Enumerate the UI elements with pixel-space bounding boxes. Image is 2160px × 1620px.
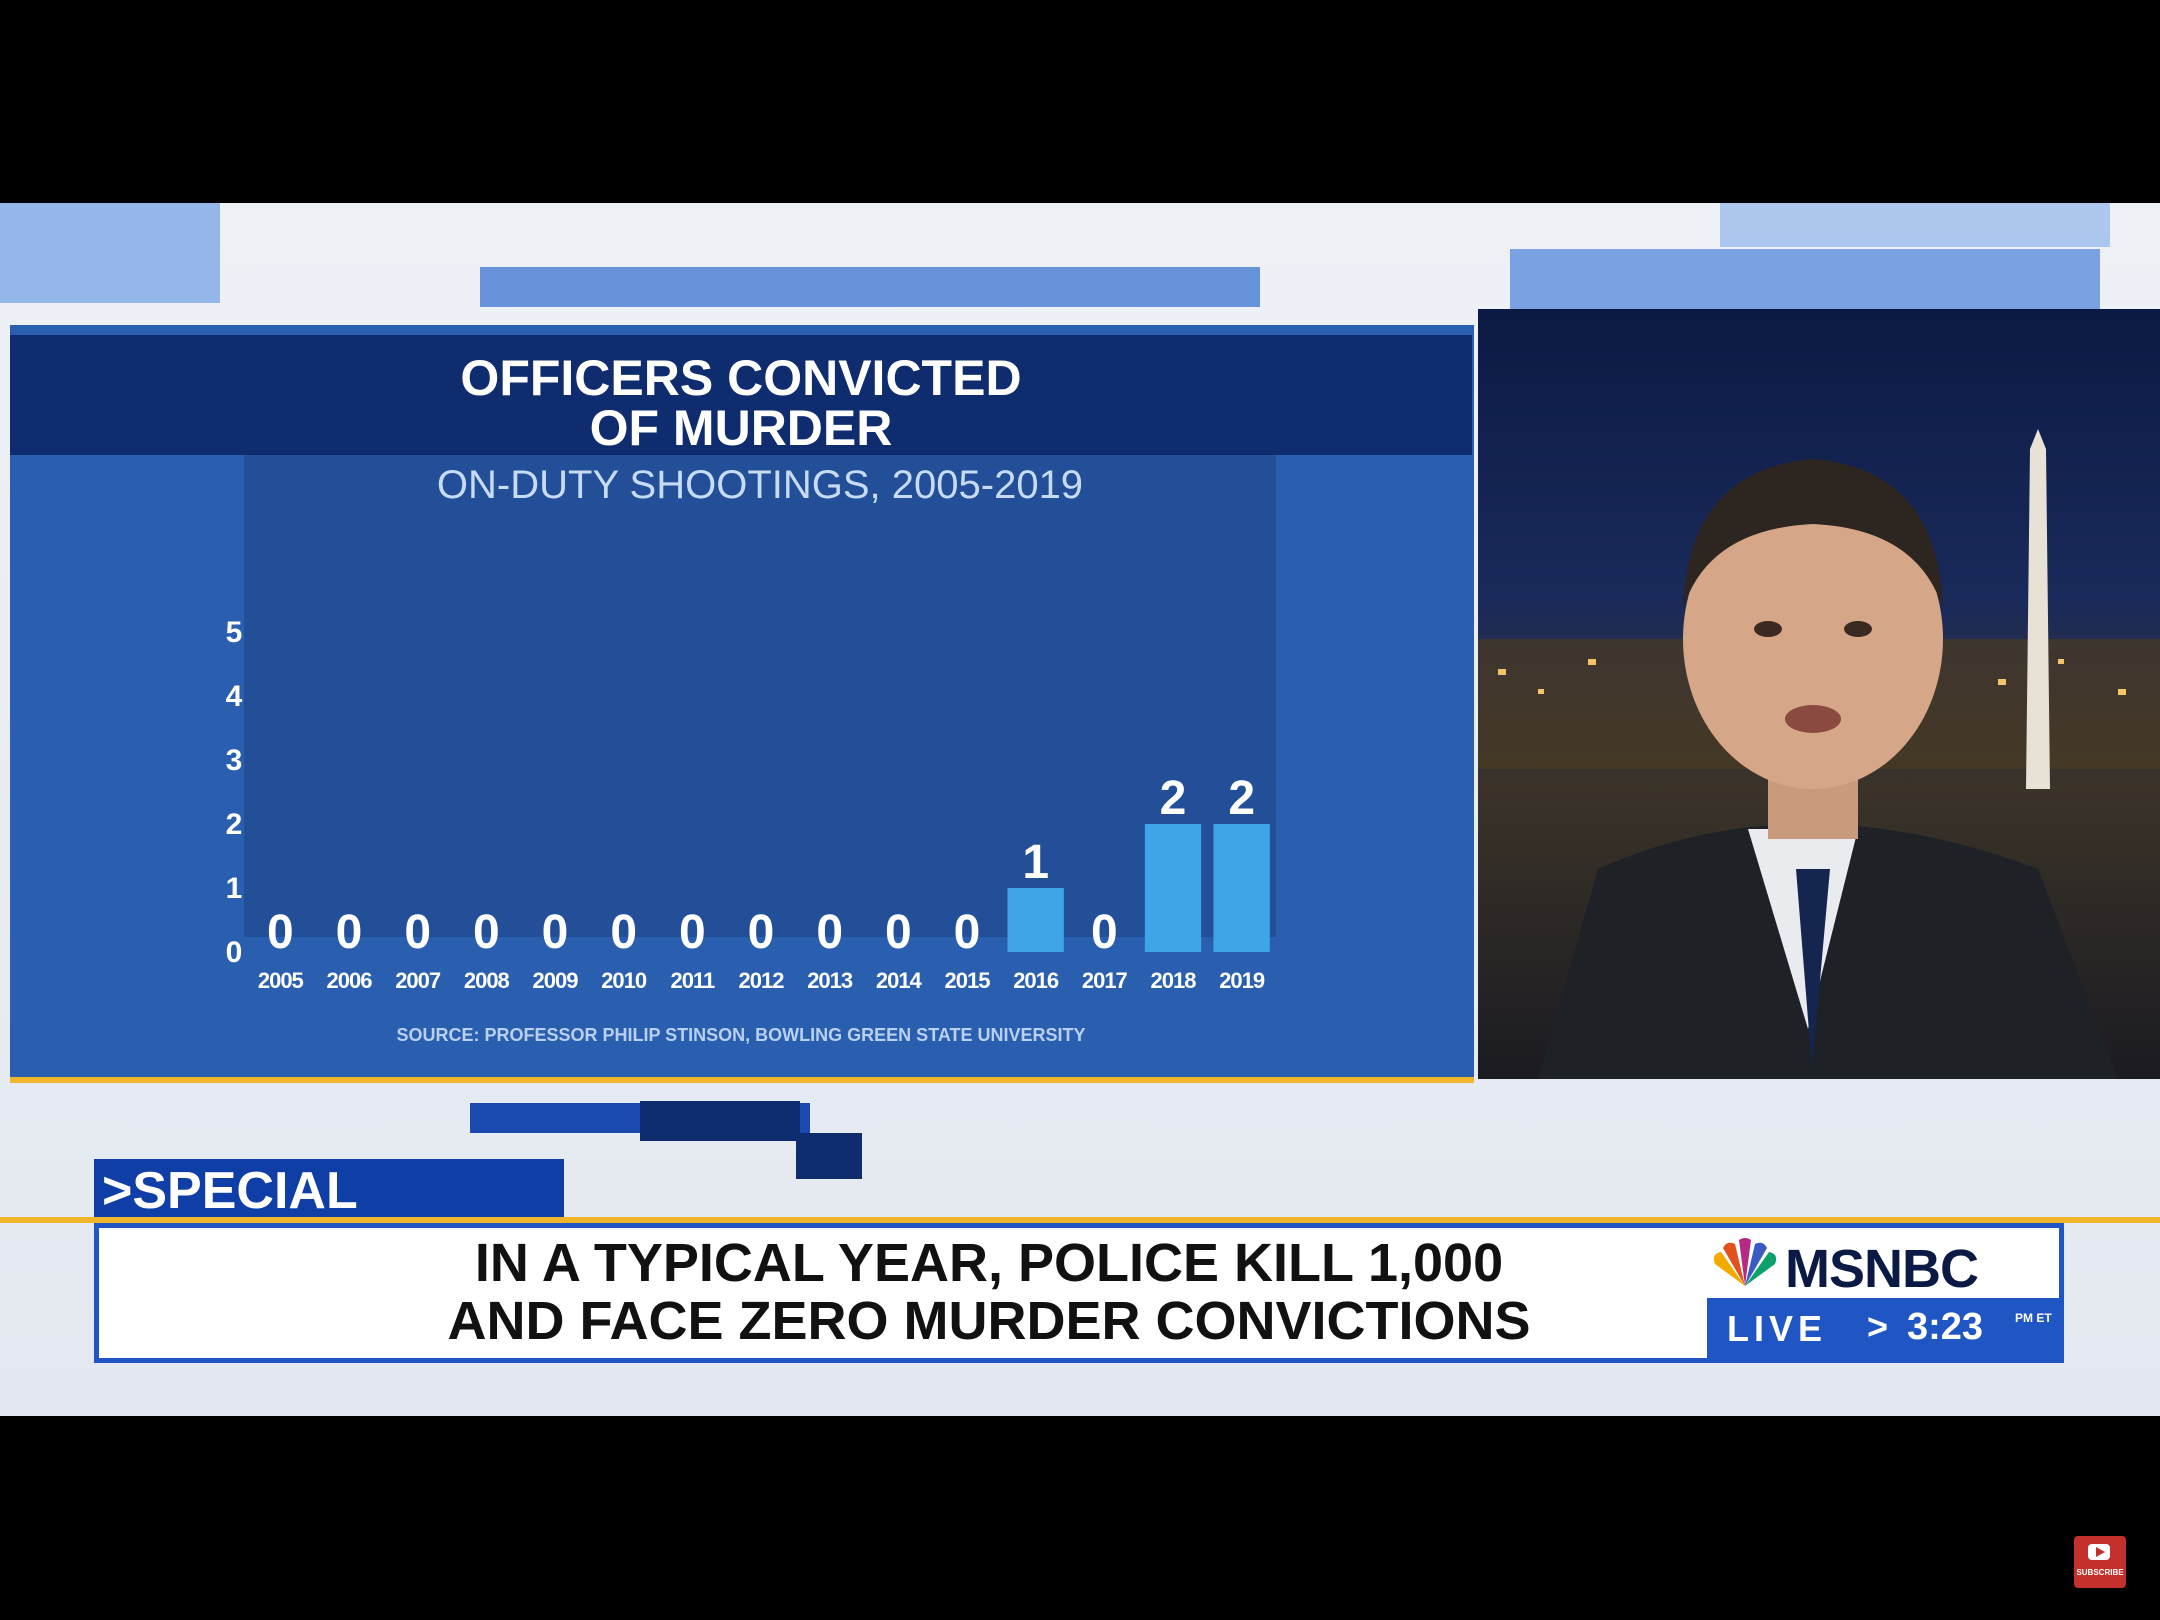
x-tick-label: 2014 [876,968,923,993]
lower-third-banner: IN A TYPICAL YEAR, POLICE KILL 1,000 AND… [94,1223,2064,1363]
chart-plot-area [244,455,1276,937]
x-tick-label: 2012 [739,968,785,993]
data-label: 0 [1091,906,1118,959]
data-label: 1 [1022,836,1049,889]
x-tick-label: 2013 [807,968,853,993]
clock-ampm: PM ET [2015,1311,2052,1325]
x-tick-label: 2017 [1082,968,1128,993]
x-tick-label: 2008 [464,968,510,993]
host-video-feed [1478,309,2160,1079]
data-label: 0 [610,906,637,959]
live-label: LIVE [1727,1308,1828,1349]
y-tick-label: 2 [226,808,243,841]
x-tick-label: 2019 [1219,968,1265,993]
data-label: 2 [1160,772,1187,825]
msnbc-wordmark: MSNBC [1785,1239,1979,1299]
subscribe-label: SUBSCRIBE [2076,1568,2124,1577]
live-indicator: LIVE > 3:23 PM ET [1707,1298,2059,1358]
ticker-block [796,1133,862,1179]
play-triangle-icon [2096,1547,2105,1557]
peacock-icon [1713,1238,1777,1286]
bg-block [480,267,1260,307]
data-label: 0 [404,906,431,959]
y-tick-label: 3 [226,744,243,777]
bar-chart: 0123450200502006020070200802009020100201… [226,616,1270,993]
live-arrow: > [1867,1306,1889,1347]
headline: IN A TYPICAL YEAR, POLICE KILL 1,000 AND… [447,1233,1531,1351]
subscribe-button[interactable]: SUBSCRIBE [2074,1536,2126,1588]
special-report-tag: >SPECIAL REPORT [94,1159,564,1275]
bg-block [1720,203,2110,247]
bar [1213,824,1270,952]
data-label: 0 [267,906,294,959]
data-label: 0 [748,906,775,959]
x-tick-label: 2009 [533,968,579,993]
bg-block [1510,249,2100,309]
x-tick-label: 2011 [670,968,714,993]
x-tick-label: 2015 [945,968,991,993]
bar [1007,888,1064,952]
y-tick-label: 1 [226,872,243,905]
host-illustration [1478,429,2160,1079]
chart-subtitle: ON-DUTY SHOOTINGS, 2005-2019 [436,463,1084,507]
chart-panel: OFFICERS CONVICTED OF MURDER ON-DUTY SHO… [10,325,1474,1083]
x-tick-label: 2016 [1013,968,1059,993]
msnbc-logo: MSNBC [1705,1234,2035,1299]
lower-third-accent-bar [0,1217,2160,1223]
y-tick-label: 4 [226,680,243,713]
live-clock: 3:23 [1907,1306,1984,1348]
data-label: 0 [954,906,981,959]
x-tick-label: 2006 [327,968,373,993]
data-label: 2 [1228,772,1255,825]
chart-title-bar: OFFICERS CONVICTED OF MURDER [10,335,1472,455]
data-label: 0 [336,906,363,959]
x-tick-label: 2018 [1151,968,1197,993]
chart-title: OFFICERS CONVICTED OF MURDER [460,350,1022,456]
bar [1144,824,1202,952]
x-tick-label: 2010 [601,968,647,993]
data-label: 0 [679,906,706,959]
show-ticker-strip [0,1101,2160,1179]
data-label: 0 [542,906,569,959]
data-label: 0 [816,906,843,959]
bg-block [0,203,220,303]
x-tick-label: 2007 [395,968,441,993]
tag-prefix: > [102,1162,133,1220]
data-label: 0 [885,906,912,959]
y-tick-label: 5 [226,616,243,649]
broadcast-frame: OFFICERS CONVICTED OF MURDER ON-DUTY SHO… [0,203,2160,1416]
data-label: 0 [473,906,500,959]
ticker-block [640,1101,800,1141]
chart-source: SOURCE: PROFESSOR PHILIP STINSON, BOWLIN… [396,1025,1086,1045]
y-tick-label: 0 [226,936,243,969]
x-tick-label: 2005 [258,968,304,993]
